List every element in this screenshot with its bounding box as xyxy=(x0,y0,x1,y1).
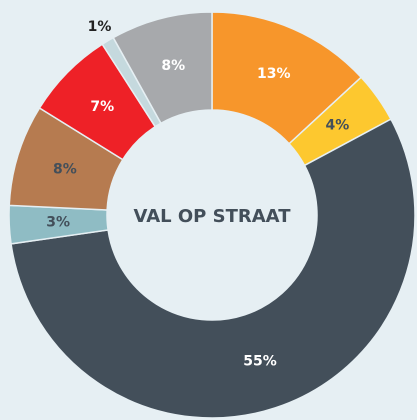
donut-slice xyxy=(10,118,416,419)
value-label: 55% xyxy=(243,353,277,369)
value-label: 13% xyxy=(257,66,291,82)
value-label: 3% xyxy=(46,214,70,230)
donut-slice xyxy=(112,11,213,125)
value-label: 1% xyxy=(88,19,112,35)
center-label: VAL OP STRAAT xyxy=(134,206,292,227)
value-label: 7% xyxy=(90,99,114,115)
value-label: 8% xyxy=(53,161,77,177)
value-label: 4% xyxy=(326,118,350,134)
value-label: 8% xyxy=(161,58,185,74)
